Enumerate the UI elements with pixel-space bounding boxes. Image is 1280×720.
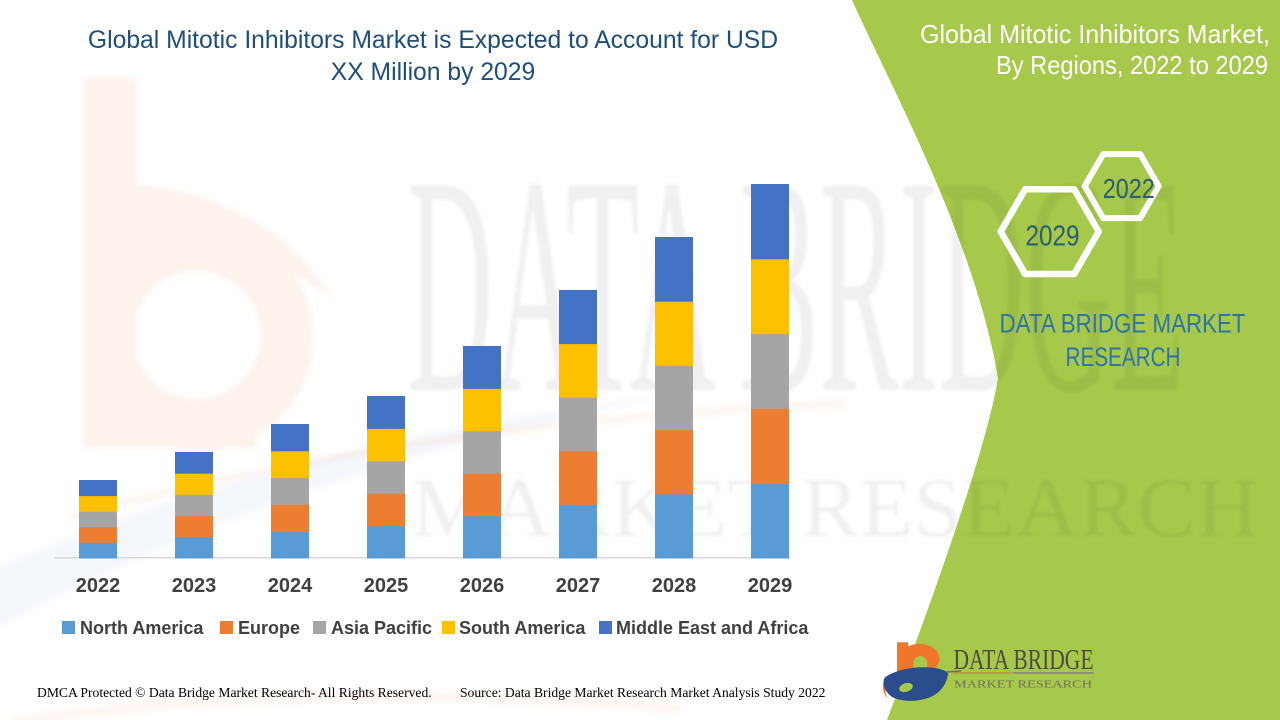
svg-text:By Regions, 2022 to 2029: By Regions, 2022 to 2029 [996,50,1268,80]
svg-text:2023: 2023 [172,575,217,597]
svg-text:2028: 2028 [652,575,697,597]
svg-text:2026: 2026 [460,575,505,597]
svg-text:2029: 2029 [1026,221,1080,253]
svg-text:RESEARCH: RESEARCH [1066,342,1181,372]
svg-text:Europe: Europe [238,618,300,638]
svg-text:Global Mitotic Inhibitors Mark: Global Mitotic Inhibitors Market, [920,19,1270,49]
svg-text:Global Mitotic Inhibitors Mark: Global Mitotic Inhibitors Market is Expe… [88,27,778,54]
svg-text:2025: 2025 [364,575,409,597]
svg-text:2022: 2022 [1103,173,1155,204]
svg-text:2027: 2027 [556,575,601,597]
svg-text:Asia Pacific: Asia Pacific [331,618,432,638]
svg-text:2022: 2022 [76,575,121,597]
svg-text:North America: North America [80,618,204,638]
svg-text:DATA BRIDGE: DATA BRIDGE [407,113,1184,458]
svg-text:2029: 2029 [748,575,793,597]
svg-text:2024: 2024 [268,575,313,597]
svg-text:DMCA Protected © Data Bridge M: DMCA Protected © Data Bridge Market Rese… [37,685,432,700]
svg-text:DATA BRIDGE MARKET: DATA BRIDGE MARKET [1000,309,1246,339]
svg-text:XX Million by 2029: XX Million by 2029 [331,59,535,86]
svg-text:Source: Data Bridge Market Res: Source: Data Bridge Market Research Mark… [460,685,826,700]
svg-text:Middle East and Africa: Middle East and Africa [616,618,809,638]
svg-text:MARKET RESEARCH: MARKET RESEARCH [954,680,1092,691]
svg-text:DATA BRIDGE: DATA BRIDGE [954,645,1094,676]
svg-text:South America: South America [459,618,586,638]
svg-text:MARKET RESEARCH: MARKET RESEARCH [411,461,1259,555]
